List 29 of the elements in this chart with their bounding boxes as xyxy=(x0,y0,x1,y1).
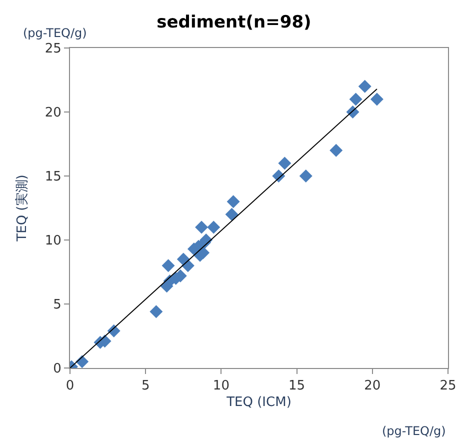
y-tick-label: 0 xyxy=(53,362,62,377)
chart-title: sediment(n=98) xyxy=(156,12,312,32)
point xyxy=(150,305,163,318)
x-axis-title: TEQ (ICM) xyxy=(226,395,292,410)
point xyxy=(299,170,312,182)
x-tick-label: 20 xyxy=(364,378,381,394)
text: (pg-TEQ/g) xyxy=(382,424,446,438)
x-tick-label: 15 xyxy=(288,378,306,394)
y-tick-label: 5 xyxy=(53,298,62,313)
x-tick-label: 10 xyxy=(212,378,230,394)
text: (pg-TEQ/g) xyxy=(23,26,87,40)
point xyxy=(358,80,372,93)
point xyxy=(370,92,384,106)
y-tick-label: 15 xyxy=(44,170,62,185)
y-axis-title: TEQ (実測) xyxy=(14,174,30,242)
point xyxy=(162,259,175,272)
point xyxy=(278,156,292,170)
x-tick-label: 5 xyxy=(141,378,150,394)
y-tick-label: 10 xyxy=(44,234,62,249)
point xyxy=(195,220,208,234)
y-tick-label: 25 xyxy=(44,42,62,57)
x-tick-label: 25 xyxy=(440,378,456,394)
point xyxy=(330,144,343,157)
point xyxy=(207,220,220,234)
x-tick-label: 0 xyxy=(66,378,74,394)
y-tick-label: 20 xyxy=(44,106,62,121)
point xyxy=(349,92,362,106)
point xyxy=(226,195,240,208)
point xyxy=(225,208,238,221)
